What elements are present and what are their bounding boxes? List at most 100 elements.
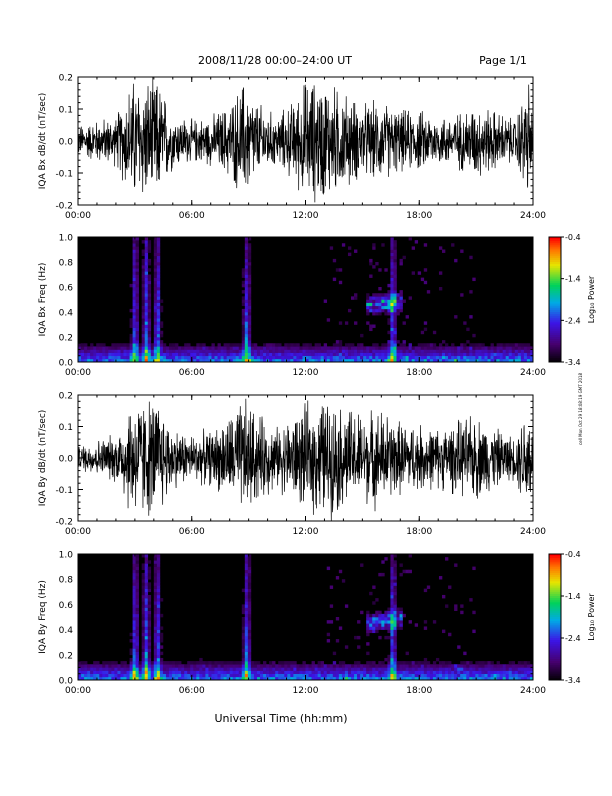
spectrogram-cell [472,358,476,363]
spectrogram-cell [156,576,161,580]
spectrogram-cell [147,315,152,319]
spectrogram-cell [275,343,279,347]
spectrogram-cell [208,346,212,350]
spectrogram-cell [347,670,352,674]
spectrogram-cell [263,667,267,671]
spectrogram-cell [153,566,158,571]
spectrogram-cell [393,661,397,665]
spectrogram-cell [105,352,109,357]
spectrogram-cell [396,607,400,611]
spectrogram-cell [78,667,82,671]
spectrogram-cell [351,358,355,363]
spectrogram-cell [414,664,419,668]
spectrogram-cell [329,673,334,678]
spectrogram-cell [247,664,252,668]
spectrogram-cell [223,676,227,681]
spectrogram-cell [384,673,388,678]
spectrogram-cell [390,305,394,310]
spectrogram-cell [351,664,355,668]
colorbar-swatch [549,318,561,321]
spectrogram-cell [423,670,428,674]
spectrogram-cell [429,673,434,678]
spectrogram-cell [393,327,397,332]
spectrogram-cell [96,670,100,674]
spectrogram-cell [153,563,158,567]
spectrogram-cell [505,349,510,353]
spectrogram-cell [393,240,397,244]
spectrogram-cell [244,654,249,659]
spectrogram-cell [144,299,149,303]
spectrogram-cell [493,673,497,678]
spectrogram-cell [220,346,224,350]
colorbar-swatch [549,243,561,246]
spectrogram-cell [332,664,337,668]
spectrogram-cell [165,349,170,353]
spectrogram-cell [202,664,206,668]
spectrogram-cell [457,346,461,350]
spectrogram-cell [281,673,285,678]
spectrogram-cell [244,579,249,583]
spectrogram-cell [141,262,146,266]
spectrogram-cell [114,664,118,668]
spectrogram-cell [284,673,288,678]
spectrogram-cell [241,626,246,630]
spectrogram-cell [284,349,288,353]
spectrogram-cell [150,676,155,681]
spectrogram-cell [372,305,376,310]
spectrogram-cell [390,349,394,353]
spectrogram-cell [381,302,385,307]
spectrogram-cell [451,243,455,247]
spectrogram-cell [156,265,161,269]
spectrogram-cell [472,355,476,360]
spectrogram-cell [335,617,340,621]
spectrogram-cell [529,667,534,671]
spectrogram-cell [514,676,519,681]
spectrogram-cell [153,629,158,634]
spectrogram-cell [156,572,161,577]
spectrogram-cell [435,667,440,671]
spectrogram-cell [347,352,352,357]
spectrogram-cell [153,274,158,278]
spectrogram-cell [338,626,343,630]
spectrogram-cell [244,337,249,341]
spectrogram-cell [393,255,397,260]
spectrogram-cell [247,554,252,558]
spectrogram-cell [153,352,158,357]
colorbar-swatch [549,264,561,267]
spectrogram-cell [96,355,100,360]
spectrogram-cell [147,613,152,618]
spectrogram-cell [378,346,382,350]
spectrogram-cell [393,648,397,652]
spectrogram-cell [408,554,412,558]
spectrogram-cell [393,569,397,574]
spectrogram-cell [490,670,494,674]
spectrogram-cell [129,321,133,325]
spectrogram-cell [402,673,406,678]
spectrogram-cell [247,318,252,322]
spectrogram-cell [147,321,152,325]
spectrogram-cell [153,623,158,627]
spectrogram-cell [484,352,488,357]
spectrogram-cell [105,355,109,360]
spectrogram-cell [393,318,397,322]
spectrogram-cell [132,308,136,313]
spectrogram-cell [169,352,173,357]
spectrogram-cell [523,667,528,671]
spectrogram-cell [132,255,136,260]
spectrogram-cell [399,299,403,303]
spectrogram-cell [511,355,516,360]
spectrogram-cell [508,676,513,681]
spectrogram-cell [117,673,121,678]
spectrogram-cell [329,664,334,668]
spectrogram-cell [384,610,388,615]
spectrogram-cell [144,673,149,678]
spectrogram-cell [156,355,161,360]
spectrogram-cell [378,667,382,671]
spectrogram-cell [247,258,252,263]
spectrogram-cell [147,337,152,341]
spectrogram-cell [135,661,139,665]
spectrogram-cell [484,349,488,353]
spectrogram-cell [159,330,164,335]
spectrogram-cell [442,676,446,681]
spectrogram-cell [135,560,139,564]
